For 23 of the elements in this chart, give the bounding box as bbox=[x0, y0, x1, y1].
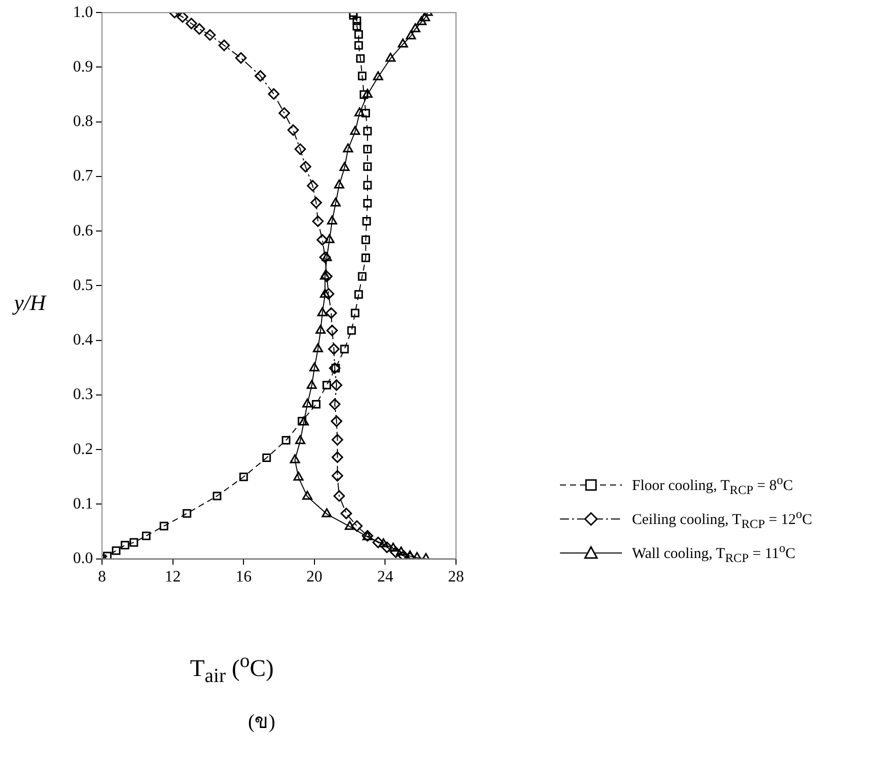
x-tick-label: 24 bbox=[377, 568, 394, 586]
y-tick-label: 0.5 bbox=[73, 276, 93, 294]
legend-label: Floor cooling, T$_{RCP}$ = 8$^{o}$C bbox=[632, 472, 794, 498]
y-axis-title: y/H bbox=[14, 290, 46, 316]
y-tick-label: 0.7 bbox=[73, 168, 93, 185]
legend-label: Wall cooling, T$_{RCP}$ = 11$^{o}$C bbox=[632, 540, 796, 566]
x-tick-label: 28 bbox=[448, 568, 464, 586]
x-tick-label: 8 bbox=[98, 568, 106, 586]
y-tick-label: 0.4 bbox=[73, 332, 93, 349]
y-tick-label: 0.0 bbox=[73, 550, 93, 568]
legend-label: Ceiling cooling, T$_{RCP}$ = 12$^{o}$C bbox=[632, 506, 812, 532]
x-tick-label: 12 bbox=[164, 568, 181, 586]
y-tick-label: 1.0 bbox=[73, 4, 93, 21]
y-tick-label: 0.2 bbox=[73, 440, 93, 458]
y-tick-label: 0.1 bbox=[73, 495, 93, 512]
text: (ข) bbox=[248, 710, 276, 735]
y-tick-label: 0.9 bbox=[73, 58, 93, 76]
y-tick-label: 0.6 bbox=[73, 222, 93, 240]
x-tick-label: 20 bbox=[306, 568, 322, 586]
x-axis-title: T$_{air}$ ($^{o}$C) bbox=[190, 650, 274, 688]
x-tick-label: 16 bbox=[236, 568, 252, 586]
y-tick-label: 0.3 bbox=[73, 386, 93, 404]
y-tick-label: 0.8 bbox=[73, 113, 93, 130]
